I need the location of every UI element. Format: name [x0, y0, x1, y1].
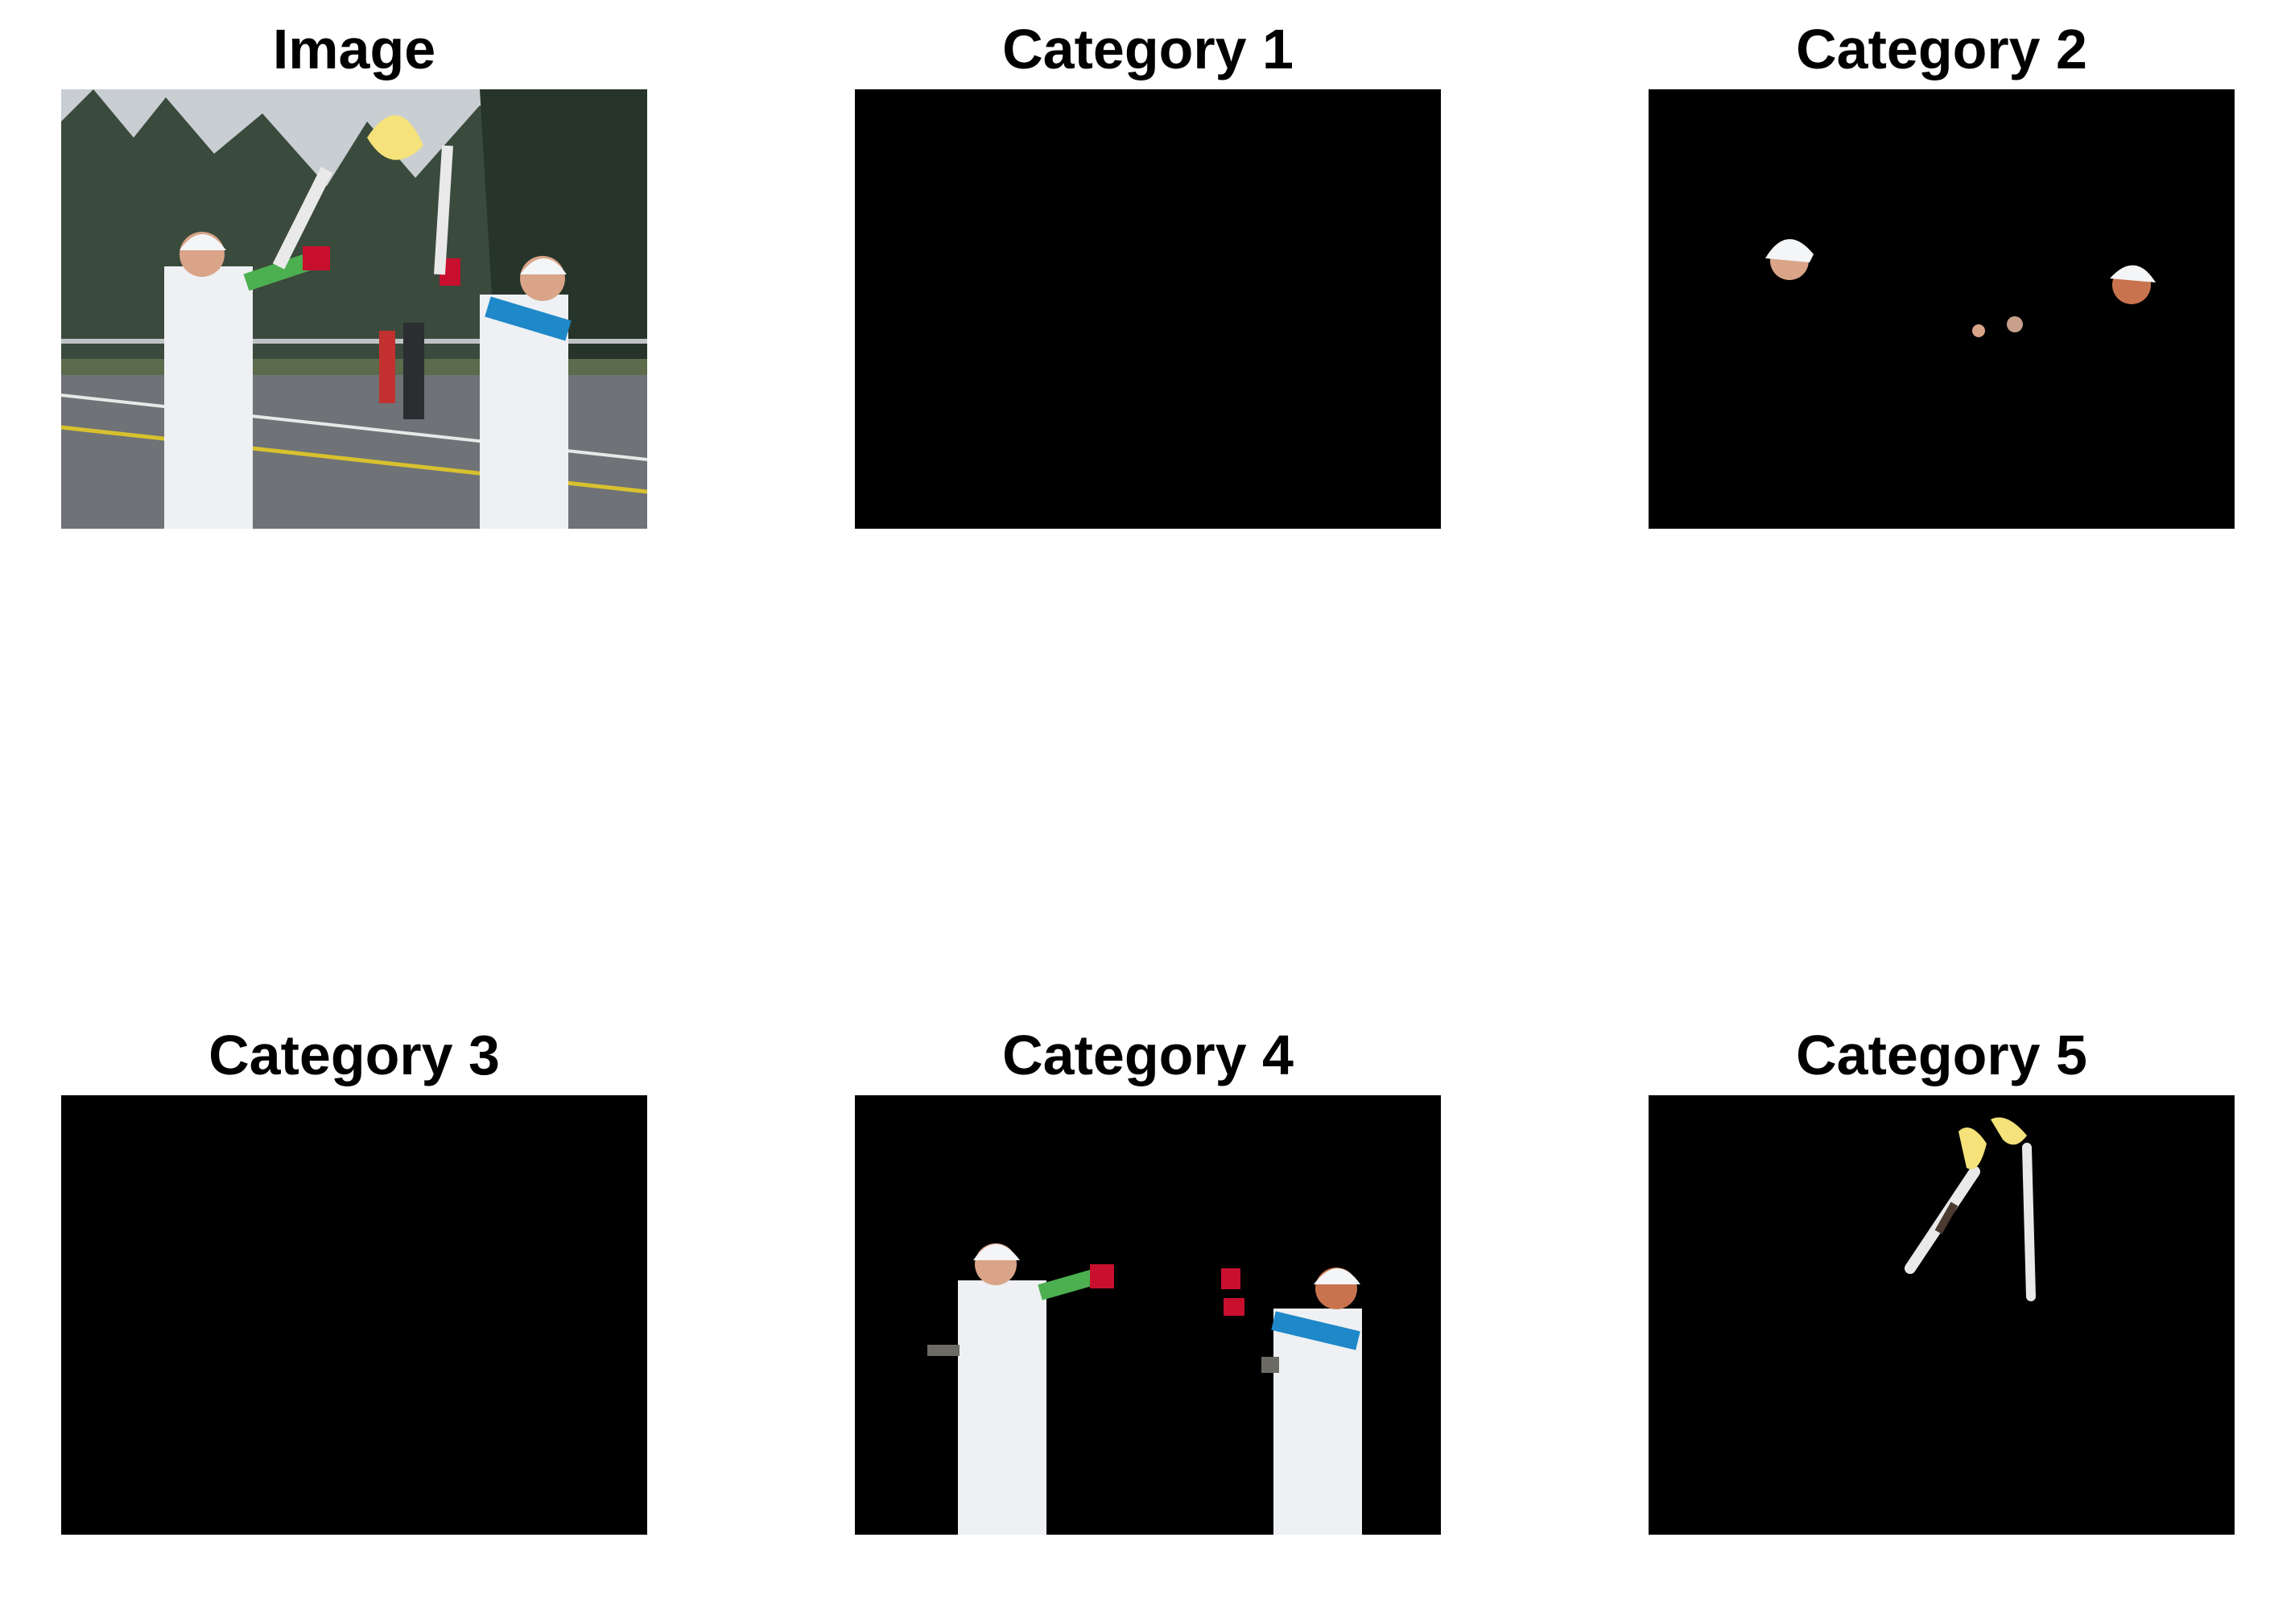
panel-category-3: Category 3 — [61, 1022, 647, 1545]
head-bystander-2 — [2007, 316, 2023, 332]
panel-title: Category 5 — [1796, 1024, 2087, 1086]
mask-category-2 — [1649, 89, 2235, 529]
panel-category-2: Category 2 — [1649, 16, 2235, 539]
torch-right — [2022, 1143, 2036, 1301]
panel-image: Image — [61, 16, 647, 539]
flame-left — [1958, 1127, 1987, 1169]
flame-right — [1991, 1117, 2027, 1145]
mask-category-5 — [1649, 1095, 2235, 1535]
panel-title: Category 4 — [1002, 1024, 1294, 1086]
head-bystander-1 — [1972, 324, 1985, 337]
photo-original — [61, 89, 647, 529]
mask-category-4 — [855, 1095, 1441, 1535]
mask-category-3 — [61, 1095, 647, 1535]
person-left — [927, 1243, 1114, 1535]
panel-title: Category 3 — [208, 1024, 500, 1086]
photo-scene — [61, 89, 647, 529]
person-right — [1221, 1267, 1362, 1535]
head-segments — [1765, 239, 2156, 337]
panel-category-4: Category 4 — [855, 1022, 1441, 1545]
panel-title: Category 2 — [1796, 18, 2087, 80]
mask-category-1 — [855, 89, 1441, 529]
panel-title: Image — [272, 18, 436, 80]
head-left — [1765, 239, 1814, 280]
panel-category-1: Category 1 — [855, 16, 1441, 539]
person-segments — [927, 1243, 1362, 1535]
torch-segments — [1905, 1117, 2036, 1301]
head-right — [2110, 265, 2156, 304]
panel-category-5: Category 5 — [1649, 1022, 2235, 1545]
panel-title: Category 1 — [1002, 18, 1294, 80]
